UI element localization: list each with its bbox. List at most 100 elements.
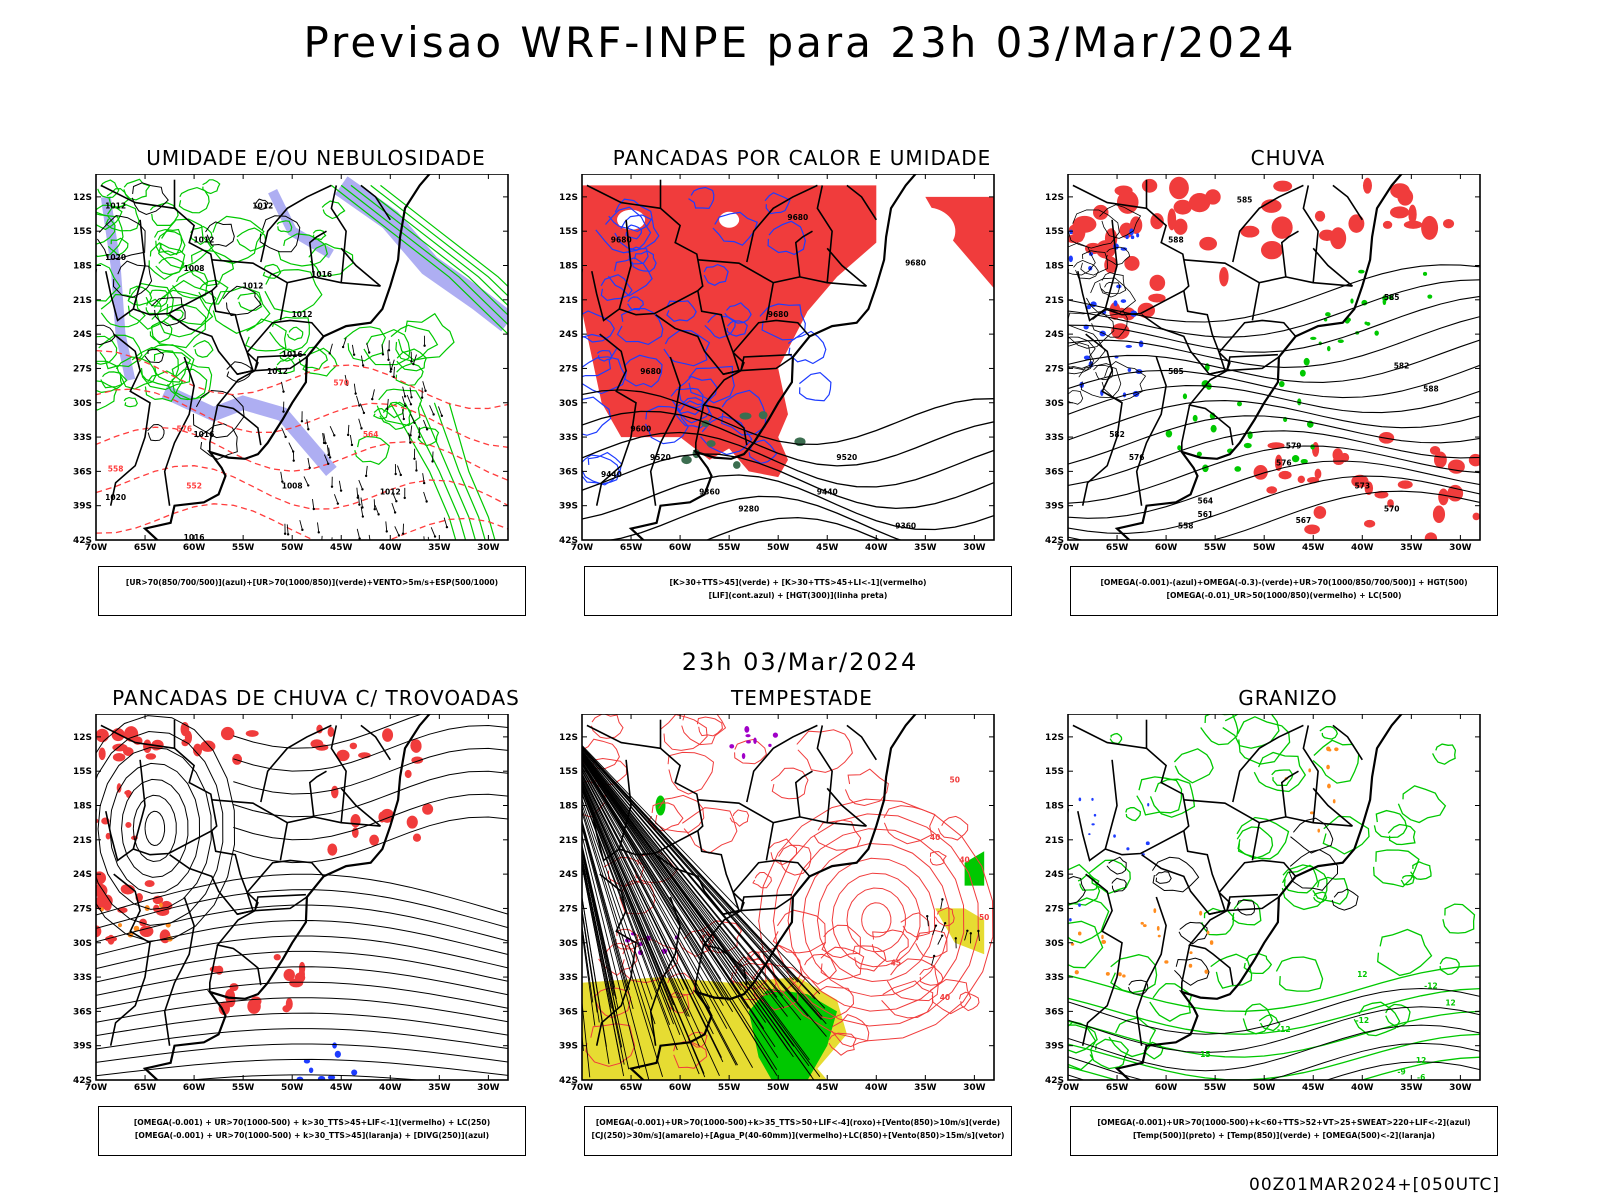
lat-tick-label: 21S: [73, 296, 92, 306]
hgt300-contour: [582, 410, 994, 467]
lat-tick-label: 36S: [73, 467, 92, 477]
rain-area-blue: [1130, 235, 1135, 240]
storm-area-red: [151, 739, 164, 750]
wind-vector-head: [552, 714, 553, 715]
severe-storm-area: [772, 732, 779, 738]
political-border: [330, 725, 347, 823]
wind-vector: [412, 354, 417, 365]
humidity-contour-green: [269, 316, 310, 353]
wind-vector-head: [381, 353, 385, 356]
omega500-area: [1077, 931, 1082, 936]
wind-vector: [582, 780, 700, 1047]
political-border: [1312, 247, 1354, 287]
wind-vector: [423, 419, 428, 430]
lif-contour: [582, 454, 620, 486]
humidity-contour-green: [153, 351, 192, 383]
lif-contour: [627, 296, 644, 311]
lat-tick-label: 21S: [559, 296, 578, 306]
main-title: Previsao WRF-INPE para 23h 03/Mar/2024: [303, 18, 1297, 67]
humidity-contour-green: [390, 324, 439, 362]
humidity-contour-green: [96, 262, 121, 302]
lat-tick-label: 12S: [1045, 733, 1064, 743]
contour-label: 1008: [282, 482, 303, 491]
humidity-contour-green: [286, 326, 304, 341]
precipitable-water-contour: [654, 794, 705, 833]
lat-tick-label: 30S: [559, 399, 578, 409]
storm-area-red: [369, 834, 380, 846]
lat-tick-label: 27S: [559, 364, 578, 374]
isobar: [112, 260, 153, 299]
humidity-contour-green: [96, 211, 124, 258]
rain-area-green: [1388, 295, 1394, 301]
wind-vector: [932, 925, 937, 936]
wind-vector-head: [432, 413, 435, 416]
contour-label: 558: [1178, 522, 1194, 531]
hail-area-blue: [1091, 797, 1094, 801]
storm-area-red: [336, 749, 350, 762]
storm-area-red: [406, 815, 418, 829]
hgt500-contour: [1068, 400, 1480, 441]
wind-vector: [286, 524, 289, 535]
lif-contour: [600, 274, 633, 302]
rain-area-red: [1472, 512, 1480, 521]
rain-area-green: [1297, 398, 1302, 406]
humidity-contour-green: [123, 396, 138, 408]
wind-vector-head: [394, 472, 397, 476]
streamline-250: [184, 1074, 423, 1080]
contour-label: 1012: [292, 310, 313, 319]
lon-tick-label: 60W: [183, 1083, 206, 1093]
political-border: [211, 799, 381, 827]
precipitable-water-contour: [681, 714, 727, 746]
streamline-250: [96, 904, 508, 943]
wind-vector: [582, 757, 765, 1030]
wind-vector: [408, 432, 411, 443]
rain-area-red: [1205, 189, 1221, 205]
wind-vector-head: [552, 714, 553, 715]
wind-vector: [349, 435, 353, 446]
rain-area-red: [1362, 177, 1372, 194]
lc850-contour: [802, 842, 950, 997]
omega500-area: [1326, 746, 1331, 752]
humidity-contour-green: [312, 229, 327, 241]
political-border: [1072, 184, 1190, 322]
hail-area-blue: [1088, 833, 1091, 836]
humidity-contour-green: [433, 402, 486, 540]
wind-vector-head: [403, 395, 407, 398]
humidity-contour-green: [244, 318, 287, 352]
contour-label: 9680: [787, 213, 808, 222]
wind-vector-head: [977, 929, 980, 933]
contour-label: 9440: [817, 487, 838, 496]
wind-vector: [394, 526, 400, 536]
political-border: [360, 724, 391, 761]
wind-vector-head: [404, 404, 407, 407]
wind-vector: [410, 425, 413, 436]
political-border: [109, 873, 151, 1046]
humidity-contour-green: [404, 402, 467, 540]
storm-area-red: [220, 726, 235, 741]
wind-vector-head: [402, 417, 405, 421]
hgt500-contour: [1068, 415, 1480, 465]
humidity-contour-green: [131, 346, 179, 387]
omega500-area: [1142, 924, 1147, 928]
storm-area-red: [404, 769, 412, 779]
wind-vector-head: [552, 714, 553, 715]
hail-area-blue: [1145, 841, 1150, 846]
political-border: [695, 404, 705, 452]
storm-area-red: [410, 739, 420, 753]
contour-label: 12: [1416, 1056, 1426, 1065]
hgt500-contour: [1068, 295, 1480, 353]
humidity-contour-green: [107, 237, 129, 256]
political-border: [1302, 725, 1319, 823]
wind-vector: [371, 389, 375, 400]
rain-area-green: [1182, 393, 1188, 400]
precipitable-water-contour: [919, 965, 944, 986]
thickness-contour: [96, 426, 508, 481]
rain-area-green: [1299, 369, 1306, 377]
wind-vector: [582, 792, 671, 1025]
humidity-contour-green: [100, 293, 146, 328]
wind-vector-head: [552, 714, 553, 715]
rain-area-green: [1358, 269, 1365, 274]
wind-vector-head: [433, 535, 437, 538]
thickness-contour: [96, 503, 508, 540]
political-border: [618, 759, 632, 850]
